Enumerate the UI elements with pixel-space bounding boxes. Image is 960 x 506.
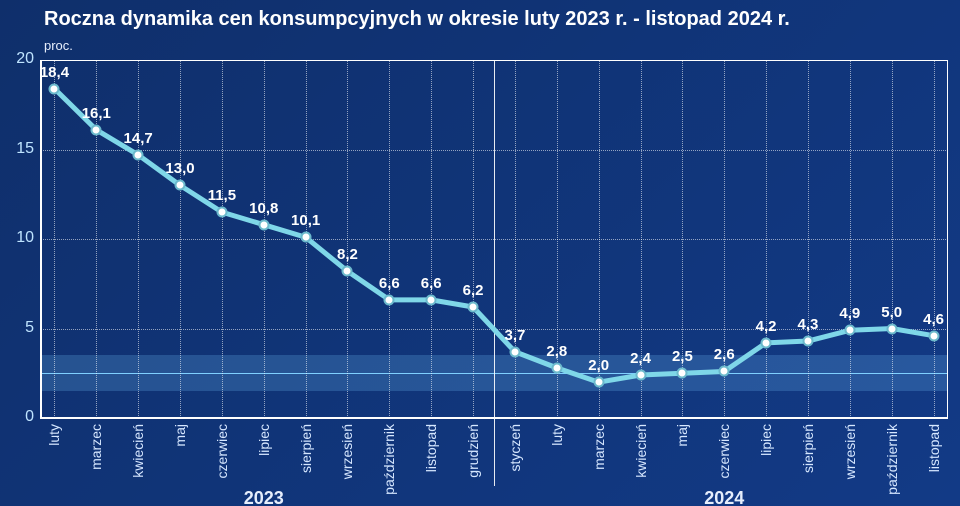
data-point-label: 14,7 xyxy=(124,130,153,147)
data-point-label: 4,9 xyxy=(839,305,860,322)
inflation-line-chart: Roczna dynamika cen konsumpcyjnych w okr… xyxy=(0,0,960,506)
data-point-marker xyxy=(928,330,939,341)
x-axis-tick-label: listopad xyxy=(423,424,439,472)
x-axis-tick-label: czerwiec xyxy=(214,424,230,478)
data-point-marker xyxy=(509,346,520,357)
data-point-marker xyxy=(258,219,269,230)
data-point-label: 2,6 xyxy=(714,346,735,363)
x-axis-tick-label: styczeń xyxy=(507,424,523,471)
data-point-label: 10,8 xyxy=(249,200,278,217)
data-point-marker xyxy=(300,232,311,243)
x-axis-tick-label: kwiecień xyxy=(633,424,649,478)
data-point-marker xyxy=(216,207,227,218)
data-point-label: 6,2 xyxy=(463,282,484,299)
data-point-marker xyxy=(844,325,855,336)
data-point-marker xyxy=(175,180,186,191)
data-point-label: 2,4 xyxy=(630,350,651,367)
x-axis-tick-label: wrzesień xyxy=(842,424,858,479)
data-point-label: 2,8 xyxy=(546,343,567,360)
year-label: 2024 xyxy=(704,488,744,506)
data-point-marker xyxy=(677,368,688,379)
data-point-label: 5,0 xyxy=(881,304,902,321)
data-point-label: 4,3 xyxy=(798,316,819,333)
x-axis-tick-label: czerwiec xyxy=(716,424,732,478)
x-axis-tick-label: lipiec xyxy=(256,424,272,456)
data-point-marker xyxy=(426,294,437,305)
data-point-label: 4,2 xyxy=(756,318,777,335)
x-axis-tick-label: luty xyxy=(46,424,62,446)
x-axis-tick-label: marzec xyxy=(591,424,607,470)
x-axis-tick-label: wrzesień xyxy=(339,424,355,479)
year-label: 2023 xyxy=(244,488,284,506)
data-point-marker xyxy=(91,124,102,135)
data-point-label: 6,6 xyxy=(379,275,400,292)
data-point-marker xyxy=(719,366,730,377)
data-point-label: 2,0 xyxy=(588,357,609,374)
x-axis-tick-label: sierpień xyxy=(800,424,816,473)
data-point-marker xyxy=(886,323,897,334)
data-point-label: 11,5 xyxy=(208,187,236,204)
x-axis-tick-label: listopad xyxy=(926,424,942,472)
data-point-marker xyxy=(49,83,60,94)
data-point-marker xyxy=(384,294,395,305)
x-axis-tick-label: grudzień xyxy=(465,424,481,478)
data-point-label: 13,0 xyxy=(165,160,194,177)
data-point-marker xyxy=(342,266,353,277)
data-point-marker xyxy=(133,149,144,160)
data-point-label: 8,2 xyxy=(337,246,358,263)
data-point-marker xyxy=(635,370,646,381)
x-axis-tick-label: październik xyxy=(381,424,397,495)
x-axis-tick-label: maj xyxy=(674,424,690,447)
data-point-label: 4,6 xyxy=(923,311,944,328)
data-point-label: 18,4 xyxy=(40,64,69,81)
data-point-label: 6,6 xyxy=(421,275,442,292)
x-axis-tick-label: marzec xyxy=(88,424,104,470)
data-point-label: 16,1 xyxy=(82,105,111,122)
x-axis-tick-label: lipiec xyxy=(758,424,774,456)
data-point-marker xyxy=(551,362,562,373)
data-point-label: 2,5 xyxy=(672,348,693,365)
x-axis-tick-label: luty xyxy=(549,424,565,446)
data-point-marker xyxy=(802,336,813,347)
x-axis-tick-label: kwiecień xyxy=(130,424,146,478)
data-point-label: 3,7 xyxy=(504,327,525,344)
data-point-marker xyxy=(468,302,479,313)
data-point-marker xyxy=(761,337,772,348)
x-axis-tick-label: maj xyxy=(172,424,188,447)
data-point-label: 10,1 xyxy=(291,212,320,229)
x-axis-tick-label: sierpień xyxy=(298,424,314,473)
x-axis-tick-label: październik xyxy=(884,424,900,495)
data-point-marker xyxy=(593,377,604,388)
